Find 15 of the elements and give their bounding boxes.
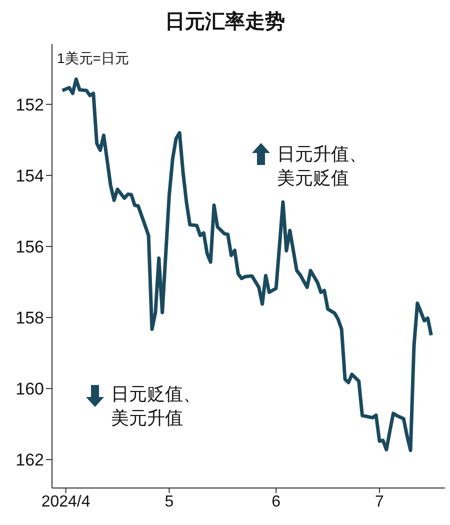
x-tick-label: 7 xyxy=(375,493,384,510)
y-axis-title: 1美元=日元 xyxy=(57,50,129,68)
annotation: 日元升值、美元贬值 xyxy=(277,143,368,190)
y-tick-label: 160 xyxy=(16,380,44,399)
y-tick-label: 156 xyxy=(16,238,44,256)
y-tick-label: 162 xyxy=(16,450,44,470)
annotation: 日元贬值、美元升值 xyxy=(111,383,202,430)
y-tick-label: 158 xyxy=(16,308,44,328)
x-tick-label: 5 xyxy=(164,493,174,510)
y-tick-label: 152 xyxy=(16,95,44,114)
y-tick-label: 154 xyxy=(16,166,44,186)
chart-title: 日元汇率走势 xyxy=(164,10,286,35)
x-tick-label: 2024/4 xyxy=(41,493,90,510)
line-series xyxy=(60,77,433,452)
x-tick-label: 6 xyxy=(272,493,281,510)
